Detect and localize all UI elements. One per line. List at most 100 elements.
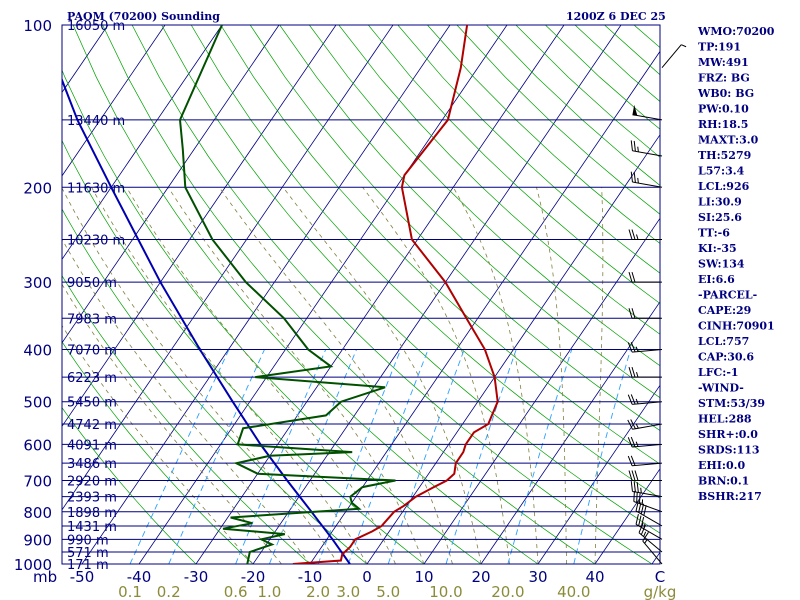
wind-barb-full: [642, 532, 649, 542]
index-item: HEL:288: [698, 413, 752, 426]
height-label: 3486 m: [67, 457, 117, 472]
wind-barb-full: [638, 515, 642, 526]
wind-barb-full: [627, 394, 633, 405]
index-item: TT:-6: [698, 227, 730, 240]
height-label: 6223 m: [67, 371, 117, 386]
wind-barb: [661, 44, 687, 69]
index-item: RH:18.5: [698, 118, 748, 131]
wind-barb-full: [627, 455, 633, 466]
wind-barb-staff: [632, 443, 663, 448]
wind-barb: [628, 229, 662, 240]
moist-adiabat: [167, 187, 425, 564]
wind-barb: [635, 500, 663, 527]
wind-barb-full: [638, 522, 644, 533]
temperature-tick-label: -20: [241, 568, 266, 586]
wind-barb: [628, 272, 662, 283]
temperature-tick-label: -10: [298, 568, 323, 586]
index-item: LCL:926: [698, 180, 750, 193]
pressure-tick-label: 1000: [14, 556, 52, 574]
wind-barb: [633, 491, 663, 513]
wind-barb-full: [636, 482, 639, 493]
temperature-tick-label: -40: [127, 568, 152, 586]
height-label: 2920 m: [67, 475, 117, 490]
wind-barb-half: [635, 423, 639, 429]
index-item: CAPE:29: [698, 304, 751, 317]
wind-barb-full: [636, 492, 638, 503]
wind-barb: [642, 532, 663, 565]
wind-barb-half: [636, 234, 639, 240]
isotherm-line: [423, 217, 660, 564]
wind-barb-full: [630, 341, 636, 353]
wind-barb: [627, 419, 663, 430]
index-item: BRN:0.1: [698, 475, 749, 488]
isotherm-line: [62, 25, 337, 428]
wind-barb-full: [640, 524, 646, 535]
height-label: 5450 m: [67, 396, 117, 411]
wind-barb-staff: [632, 181, 663, 188]
mixing-ratio-line: [573, 349, 631, 564]
index-item: -PARCEL-: [698, 289, 757, 302]
height-label: 4091 m: [67, 438, 117, 453]
wind-barb-full: [630, 171, 633, 183]
height-label: 13440 m: [67, 114, 125, 129]
wind-barb: [627, 341, 663, 353]
moist-adiabat: [536, 187, 567, 564]
dry-adiabat: [131, 25, 653, 564]
wind-barb-full: [634, 470, 639, 481]
wind-barb-staff: [661, 44, 682, 69]
height-label: 1431 m: [67, 520, 117, 535]
profile-layer: [62, 25, 499, 564]
index-item: LCL:757: [698, 335, 749, 348]
pressure-tick-label: 700: [23, 473, 52, 491]
wind-barb: [628, 308, 662, 319]
pressure-axis-label: mb: [33, 568, 57, 586]
wind-barb-staff: [632, 150, 663, 157]
index-item: PW:0.10: [698, 103, 749, 116]
wind-barb-full: [627, 419, 633, 430]
index-item: TP:191: [698, 41, 741, 54]
index-item: CINH:70901: [698, 320, 775, 333]
wind-barb-full: [627, 437, 633, 448]
plot-frame: [61, 24, 661, 565]
index-item: SW:134: [698, 258, 745, 271]
wind-barb-staff: [632, 423, 663, 430]
temperature-tick-label: 0: [362, 568, 372, 586]
temperature-tick-label: 10: [414, 568, 433, 586]
pressure-tick-label: 400: [23, 342, 52, 360]
wind-barb-full: [630, 140, 633, 151]
wind-barb-full: [631, 229, 636, 240]
wind-barb-half: [643, 531, 647, 537]
dry-adiabat: [515, 25, 660, 158]
wind-barb-full: [635, 514, 639, 525]
index-item: FRZ: BG: [698, 72, 750, 85]
wind-barb-full: [638, 493, 641, 504]
wind-barb-full: [628, 308, 633, 319]
mixing-ratio-line: [445, 349, 517, 564]
wind-barb-staff: [635, 523, 663, 540]
wind-barb-half: [635, 398, 639, 405]
wind-barb-staff: [633, 501, 663, 513]
wind-barb-half: [636, 371, 639, 378]
isotherm-line: [252, 25, 622, 564]
mixing-ratio-tick-label: 0.1: [118, 583, 142, 600]
wind-barb-full: [628, 229, 633, 240]
wind-barb-full: [631, 272, 636, 283]
wind-barb-half: [640, 487, 642, 494]
isotherm-line: [480, 301, 660, 564]
index-item: CAP:30.6: [698, 351, 754, 364]
wind-barb-half: [635, 441, 639, 447]
wind-barb: [628, 470, 662, 482]
mixing-ratio-tick-label: 20.0: [491, 583, 524, 600]
wind-barb-staff: [632, 401, 663, 405]
isotherm-line: [62, 25, 223, 261]
height-label: 571 m: [67, 546, 109, 561]
index-item: LFC:-1: [698, 366, 739, 379]
wind-barb-half: [637, 146, 639, 152]
index-item: KI:-35: [698, 242, 737, 255]
height-label: 990 m: [67, 533, 109, 548]
wind-barb-full: [640, 503, 645, 515]
index-item: WB0: BG: [697, 87, 754, 100]
mixing-ratio-line: [507, 349, 573, 564]
mixing-ratio-tick-label: 0.2: [157, 583, 181, 600]
